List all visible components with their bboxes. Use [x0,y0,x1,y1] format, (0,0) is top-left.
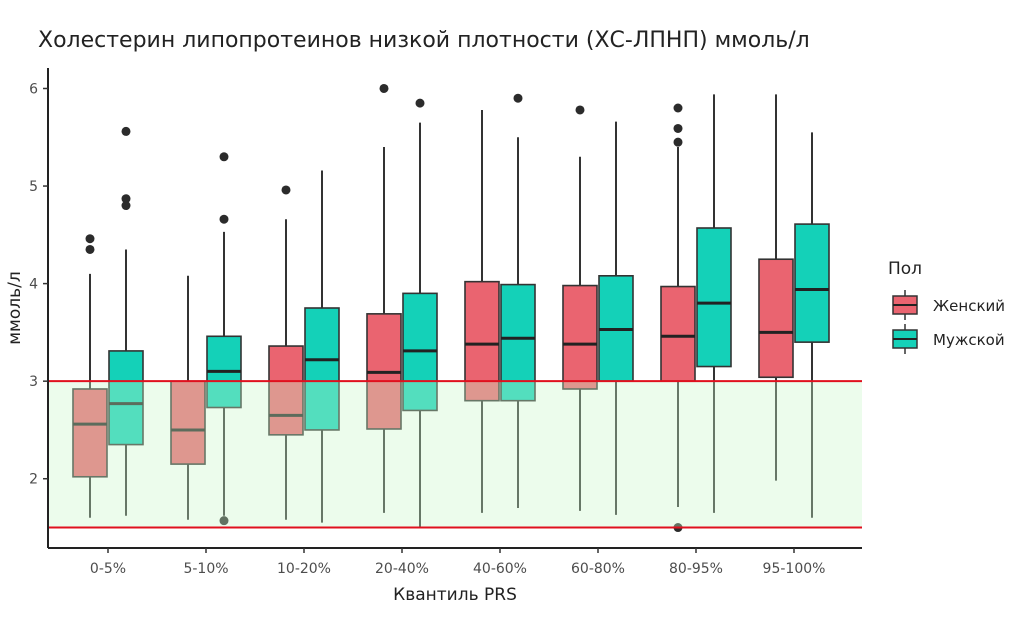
x-tick-label: 40-60% [473,561,527,577]
outlier-point [121,194,131,204]
outlier-point [379,83,389,93]
outlier-point [85,234,95,244]
x-tick-label: 5-10% [183,561,228,577]
y-tick-label: 3 [29,374,38,390]
box-Мужской [304,307,340,431]
x-tick-label: 80-95% [669,561,723,577]
y-tick-label: 4 [29,277,38,293]
x-tick-label: 60-80% [571,561,625,577]
legend-title: Пол [888,259,922,279]
box-Женский [562,284,598,390]
outlier-point [121,201,131,211]
outlier-point [85,244,95,254]
outlier-point [219,152,229,162]
outlier-point [673,103,683,113]
legend-label: Мужской [933,331,1005,349]
outlier-point [673,123,683,133]
chart-title: Холестерин липопротеинов низкой плотност… [38,28,810,53]
box-Мужской [696,227,732,368]
x-tick-label: 10-20% [277,561,331,577]
outlier-point [281,185,291,195]
y-tick-label: 2 [29,472,38,488]
x-tick-label: 0-5% [90,561,126,577]
outlier-point [513,93,523,103]
x-axis-title: Квантиль PRS [393,585,517,605]
x-tick-label: 20-40% [375,561,429,577]
outlier-point [219,516,229,526]
outlier-point [121,126,131,136]
box-Женский [268,345,304,436]
reference-band [48,381,862,528]
outlier-point [673,137,683,147]
box-Женский [660,285,696,382]
y-axis-title: ммоль/л [5,271,25,345]
outlier-point [415,98,425,108]
y-tick-label: 5 [29,179,38,195]
box-Мужской [108,350,144,446]
legend-label: Женский [933,297,1005,315]
x-tick-label: 95-100% [763,561,826,577]
box-Женский [72,388,108,478]
outlier-point [575,105,585,115]
y-tick-label: 6 [29,81,38,97]
outlier-point [219,214,229,224]
box-Женский [758,258,794,379]
box-Мужской [794,223,830,343]
box-Женский [170,380,206,465]
